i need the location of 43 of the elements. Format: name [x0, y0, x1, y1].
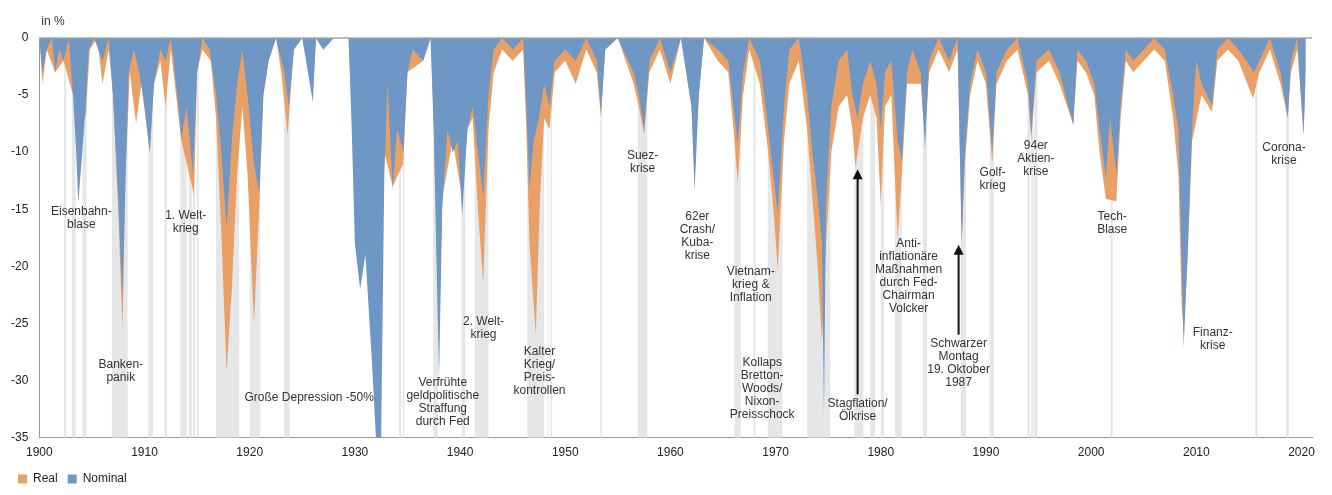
x-tick-label: 2020: [1288, 445, 1316, 460]
annotation: Eisenbahn- blase: [50, 204, 112, 232]
annotation: 1. Welt- krieg: [165, 207, 207, 235]
y-axis-title: in %: [41, 14, 66, 29]
y-tick-label: -25: [11, 315, 29, 330]
x-tick-label: 1950: [551, 445, 579, 460]
y-tick-label: -5: [17, 87, 29, 102]
x-tick-label: 1960: [657, 445, 685, 460]
y-tick-label: -30: [11, 372, 29, 387]
y-tick-label: -35: [11, 429, 29, 444]
annotation: Kollaps Bretton- Woods/ Nixon- Preisschock: [729, 354, 796, 421]
x-tick-label: 1910: [131, 445, 159, 460]
legend-label: Real: [33, 471, 58, 486]
legend-label: Nominal: [82, 471, 127, 486]
annotation: Vietnam- krieg & Inflation: [726, 263, 775, 304]
y-tick-label: 0: [21, 30, 29, 45]
x-tick-label: 1980: [867, 445, 895, 460]
x-tick-label: 1940: [446, 445, 474, 460]
x-tick-label: 1920: [236, 445, 264, 460]
annotation: Golf- krieg: [979, 165, 1006, 193]
annotation: Große Depression -50%: [244, 389, 375, 404]
annotation: 2. Welt- krieg: [462, 313, 505, 341]
annotation: Banken- panik: [98, 357, 144, 385]
x-tick-label: 1930: [341, 445, 369, 460]
x-tick-label: 1990: [972, 445, 1000, 460]
x-tick-label: 2010: [1182, 445, 1210, 460]
annotation: 62er Crash/ Kuba- krise: [679, 209, 716, 263]
annotation: Finanz- krise: [1192, 325, 1233, 353]
annotation: Anti- inflationäre Maßnahmen durch Fed- Chairman Volcker: [874, 236, 943, 316]
y-tick-label: -10: [11, 144, 29, 159]
annotation: Verfrühte geldpolitische Straffung durch Fed: [406, 374, 480, 428]
x-tick-label: 1900: [25, 445, 54, 460]
annotation: Corona- krise: [1262, 140, 1306, 168]
annotation: Kalter Krieg/ Preis- kontrollen: [513, 344, 566, 398]
annotation: Stagflation/ Ölkrise: [827, 396, 889, 424]
annotation: 94er Aktien- krise: [1017, 138, 1055, 179]
x-tick-label: 2000: [1077, 445, 1105, 460]
annotation: Tech- Blase: [1097, 208, 1128, 236]
y-tick-label: -20: [11, 258, 29, 273]
annotation: Suez- krise: [626, 148, 659, 176]
y-tick-label: -15: [11, 201, 29, 216]
annotation: Schwarzer Montag 19. Oktober 1987: [927, 336, 990, 390]
x-tick-label: 1970: [762, 445, 790, 460]
